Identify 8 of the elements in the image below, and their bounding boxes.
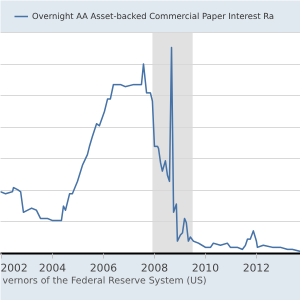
x-tick-label: 2008 (140, 262, 168, 274)
text: vernors of the Federal Reserve System (US) (2, 276, 207, 286)
x-tick-label: 2012 (242, 262, 270, 274)
legend-label: Overnight AA Asset-backed Commercial Paper Interest Ra (32, 11, 274, 21)
x-tick-label: 2004 (38, 262, 66, 274)
x-tick-label: 2006 (90, 262, 118, 274)
x-tick-label: 2010 (192, 262, 220, 274)
x-tick-label: 2002 (0, 262, 28, 274)
